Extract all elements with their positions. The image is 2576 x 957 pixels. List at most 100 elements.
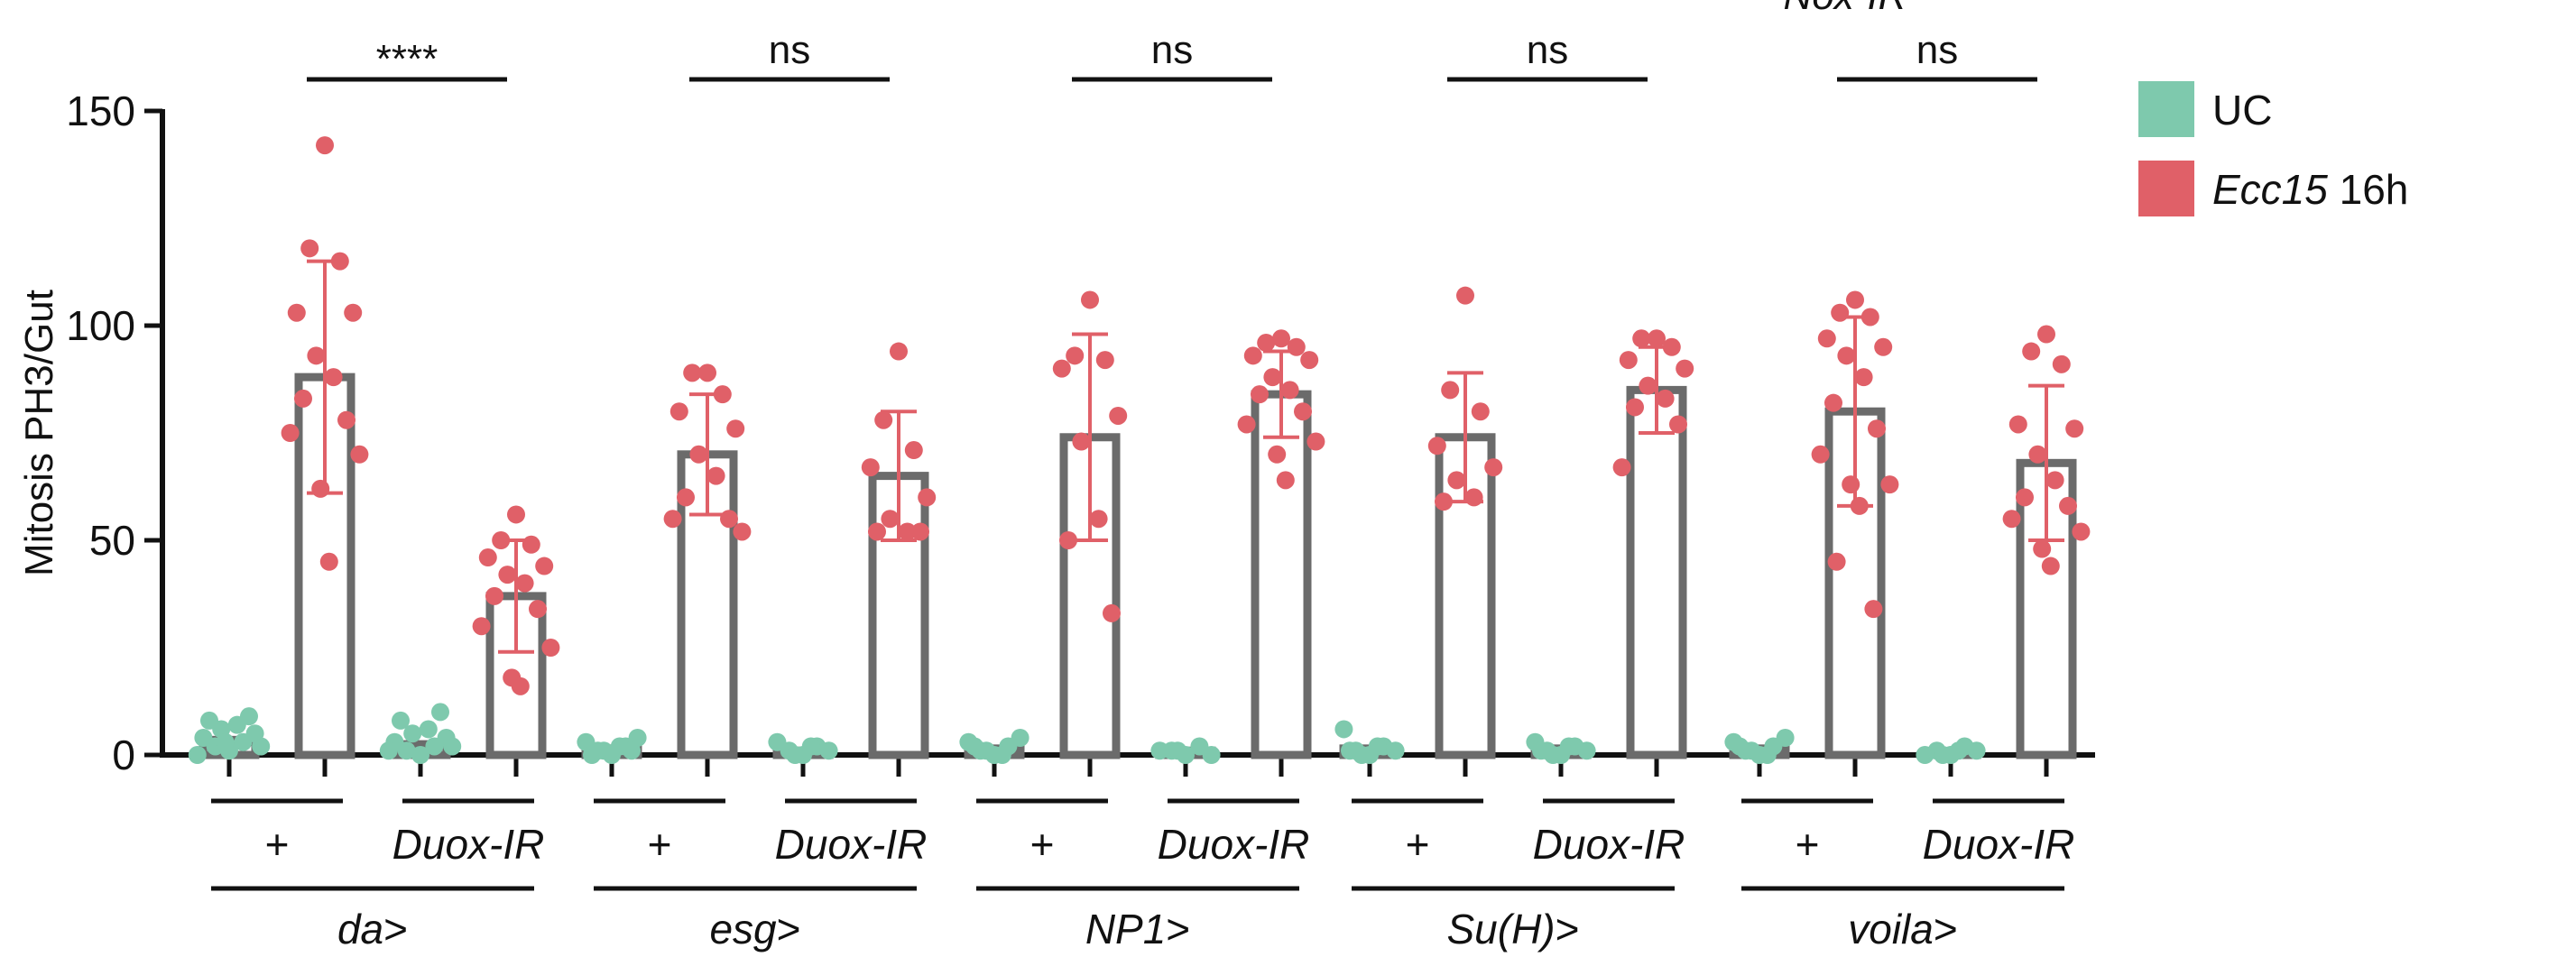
point-ecc15 [485, 586, 503, 605]
point-ecc15 [541, 639, 560, 657]
point-uc [252, 737, 271, 756]
point-ecc15 [868, 522, 886, 541]
point-uc [786, 746, 805, 764]
point-ecc15 [1662, 337, 1681, 356]
point-ecc15 [511, 676, 530, 695]
point-ecc15 [2022, 342, 2041, 361]
point-ecc15 [874, 410, 893, 429]
point-ecc15 [1854, 368, 1873, 387]
point-ecc15 [2037, 325, 2055, 344]
point-ecc15 [1846, 290, 1864, 309]
significance-label: ns [1151, 28, 1193, 72]
point-ecc15 [294, 389, 312, 408]
point-ecc15 [1464, 488, 1483, 507]
point-ecc15 [478, 548, 497, 567]
point-ecc15 [1868, 419, 1886, 438]
legend-swatch [2138, 81, 2194, 137]
point-ecc15 [733, 522, 752, 541]
genotype-label: Duox-IR [775, 821, 928, 868]
point-ecc15 [2041, 557, 2060, 575]
point-ecc15 [1447, 471, 1466, 490]
point-ecc15 [911, 522, 929, 541]
point-uc [1967, 741, 1986, 760]
point-ecc15 [324, 368, 343, 387]
point-ecc15 [2008, 415, 2027, 434]
point-uc [819, 741, 838, 760]
point-uc [1341, 741, 1359, 760]
point-ecc15 [311, 479, 330, 498]
driver-label: voila> [1848, 906, 1957, 952]
point-ecc15 [663, 510, 682, 529]
point-ecc15 [1300, 351, 1319, 370]
significance-label: ns [1916, 28, 1958, 72]
point-ecc15 [1435, 492, 1453, 511]
point-ecc15 [720, 510, 738, 529]
point-ecc15 [1676, 359, 1694, 378]
point-ecc15 [1824, 393, 1842, 412]
point-ecc15 [281, 424, 300, 442]
point-uc [1011, 728, 1029, 747]
significance-label: ns [1527, 28, 1568, 72]
point-uc [1150, 741, 1169, 760]
point-ecc15 [1066, 346, 1085, 365]
point-ecc15 [904, 441, 923, 460]
point-ecc15 [1052, 359, 1071, 378]
point-uc [1731, 737, 1749, 756]
point-ecc15 [1837, 346, 1856, 365]
point-ecc15 [535, 557, 554, 575]
point-uc [194, 728, 213, 747]
genotype-label: Duox-IR [392, 821, 545, 868]
point-uc [1559, 737, 1578, 756]
point-ecc15 [2016, 488, 2034, 507]
point-ecc15 [1103, 603, 1121, 622]
driver-label: NP1> [1085, 906, 1190, 952]
y-tick-label: 150 [66, 87, 135, 134]
point-ecc15 [316, 136, 334, 155]
point-ecc15 [1306, 432, 1325, 451]
point-uc [1776, 728, 1795, 747]
genotype-label: + [265, 821, 290, 868]
point-ecc15 [1456, 286, 1474, 305]
point-ecc15 [2072, 522, 2091, 541]
point-uc [1386, 741, 1405, 760]
point-uc [965, 737, 983, 756]
point-uc [392, 711, 410, 730]
point-uc [403, 724, 422, 743]
point-ecc15 [689, 445, 708, 464]
point-uc [431, 703, 449, 722]
point-ecc15 [1842, 475, 1860, 494]
point-ecc15 [890, 342, 908, 361]
bar-ecc15 [1626, 385, 1687, 759]
point-uc [1758, 746, 1777, 764]
point-ecc15 [1272, 329, 1290, 348]
point-uc [1168, 741, 1187, 760]
point-ecc15 [683, 363, 702, 382]
point-ecc15 [1632, 329, 1651, 348]
point-uc [411, 746, 429, 764]
point-uc [379, 741, 398, 760]
point-ecc15 [1427, 437, 1446, 455]
point-ecc15 [1669, 415, 1687, 434]
point-ecc15 [1059, 531, 1077, 549]
point-ecc15 [1817, 329, 1836, 348]
y-tick-label: 100 [66, 302, 135, 349]
point-ecc15 [861, 458, 880, 477]
point-uc [1368, 737, 1387, 756]
point-uc [768, 732, 787, 751]
point-uc [623, 741, 641, 760]
point-ecc15 [1471, 402, 1490, 421]
point-ecc15 [1612, 458, 1631, 477]
point-ecc15 [1294, 402, 1312, 421]
genotype-label: Duox-IR [1923, 821, 2075, 868]
point-ecc15 [1287, 337, 1306, 356]
legend-label: UC [2212, 87, 2272, 133]
point-uc [200, 711, 218, 730]
driver-label: da> [337, 906, 408, 952]
point-ecc15 [2045, 471, 2064, 490]
point-ecc15 [2028, 445, 2047, 464]
point-ecc15 [898, 522, 917, 541]
point-uc [1577, 741, 1596, 760]
point-ecc15 [1441, 381, 1460, 400]
point-ecc15 [1880, 475, 1899, 494]
